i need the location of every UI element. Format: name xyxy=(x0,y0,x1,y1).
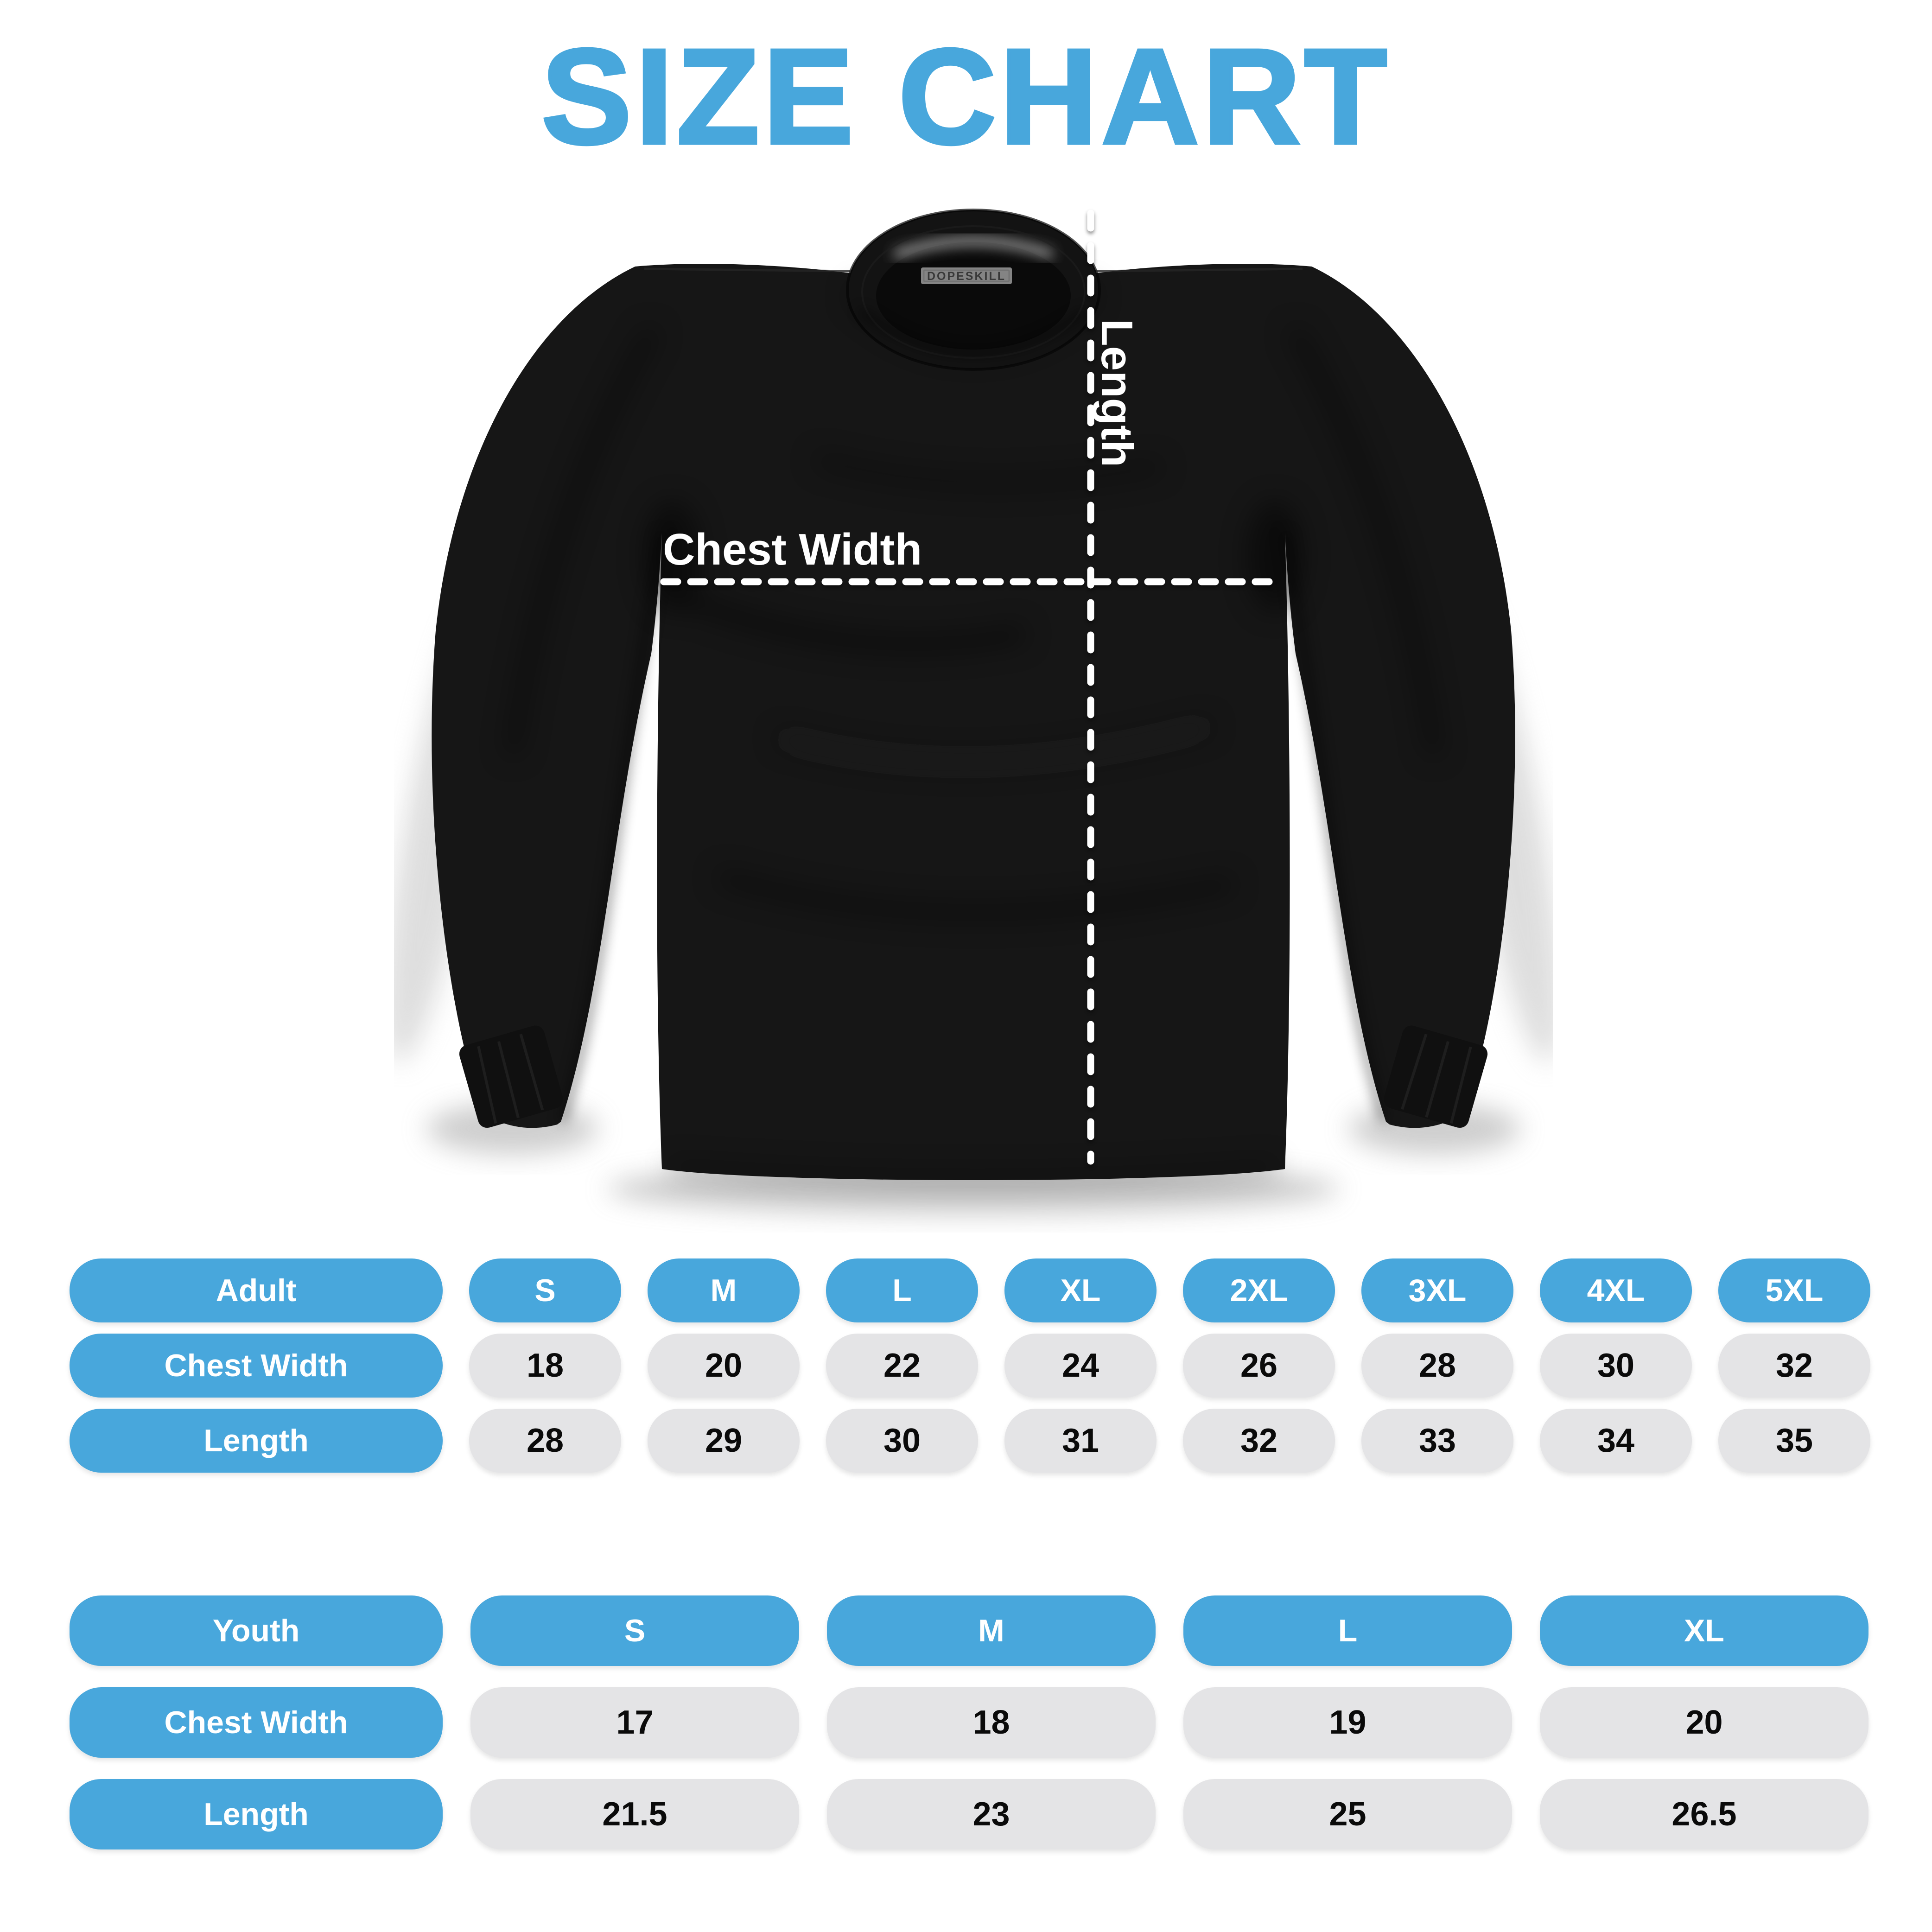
table-row: Chest Width 17 18 19 20 xyxy=(70,1687,1870,1758)
size-column-header: XL xyxy=(1004,1258,1157,1322)
fabric-shading xyxy=(505,282,1442,1181)
collar-tag: DOPESKILL xyxy=(921,267,1012,284)
youth-size-table: Youth S M L XL Chest Width 17 18 19 20 Length 21.5 2… xyxy=(70,1595,1870,1871)
size-value: 33 xyxy=(1361,1409,1513,1473)
table-row: Youth S M L XL xyxy=(70,1595,1870,1666)
adult-size-table: Adult S M L XL 2XL 3XL 4XL 5XL Chest Width 18 20 22 2… xyxy=(70,1258,1870,1484)
size-value: 22 xyxy=(826,1334,978,1398)
table-row: Length 21.5 23 25 26.5 xyxy=(70,1779,1870,1849)
table-row: Chest Width 18 20 22 24 26 28 30 32 xyxy=(70,1334,1870,1398)
size-column-header: XL xyxy=(1540,1595,1868,1666)
size-value: 35 xyxy=(1718,1409,1870,1473)
shirt-diagram: DOPESKILL Chest Width Length xyxy=(386,176,1561,1242)
size-column-header: 2XL xyxy=(1183,1258,1335,1322)
size-column-header: 3XL xyxy=(1361,1258,1513,1322)
left-cuff xyxy=(459,1025,564,1128)
row-label: Length xyxy=(70,1779,443,1849)
size-value: 34 xyxy=(1540,1409,1692,1473)
size-value: 25 xyxy=(1183,1779,1512,1849)
row-label: Chest Width xyxy=(70,1334,443,1398)
size-value: 21.5 xyxy=(470,1779,799,1849)
size-column-header: L xyxy=(826,1258,978,1322)
size-value: 29 xyxy=(648,1409,800,1473)
size-column-header: L xyxy=(1183,1595,1512,1666)
size-value: 18 xyxy=(827,1687,1156,1758)
size-column-header: 5XL xyxy=(1718,1258,1870,1322)
size-value: 26.5 xyxy=(1540,1779,1868,1849)
size-value: 24 xyxy=(1004,1334,1157,1398)
table-row: Adult S M L XL 2XL 3XL 4XL 5XL xyxy=(70,1258,1870,1322)
size-value: 32 xyxy=(1183,1409,1335,1473)
chest-width-label: Chest Width xyxy=(663,525,922,574)
measurement-lines xyxy=(660,210,1277,1165)
tag-label: DOPESKILL xyxy=(927,270,1006,283)
length-label: Length xyxy=(1092,319,1142,467)
size-value: 30 xyxy=(1540,1334,1692,1398)
shirt-body xyxy=(432,222,1515,1180)
size-column-header: M xyxy=(648,1258,800,1322)
size-value: 23 xyxy=(827,1779,1156,1849)
size-value: 28 xyxy=(1361,1334,1513,1398)
row-label: Length xyxy=(70,1409,443,1473)
size-value: 18 xyxy=(469,1334,621,1398)
size-value: 32 xyxy=(1718,1334,1870,1398)
page-title: SIZE CHART xyxy=(540,19,1391,174)
row-label: Chest Width xyxy=(70,1687,443,1758)
size-value: 28 xyxy=(469,1409,621,1473)
size-column-header: M xyxy=(827,1595,1156,1666)
size-value: 26 xyxy=(1183,1334,1335,1398)
size-column-header: 4XL xyxy=(1540,1258,1692,1322)
size-column-header: S xyxy=(470,1595,799,1666)
size-column-header: S xyxy=(469,1258,621,1322)
size-value: 30 xyxy=(826,1409,978,1473)
size-value: 31 xyxy=(1004,1409,1157,1473)
table-row: Length 28 29 30 31 32 33 34 35 xyxy=(70,1409,1870,1473)
size-value: 19 xyxy=(1183,1687,1512,1758)
sleeve-seams xyxy=(559,533,1387,1122)
size-value: 20 xyxy=(1540,1687,1868,1758)
table-group-label: Youth xyxy=(70,1595,443,1666)
size-value: 17 xyxy=(470,1687,799,1758)
long-sleeve-shirt-image: DOPESKILL Chest Width Length xyxy=(386,209,1561,1213)
right-cuff xyxy=(1383,1025,1488,1128)
size-value: 20 xyxy=(648,1334,800,1398)
table-group-label: Adult xyxy=(70,1258,443,1322)
